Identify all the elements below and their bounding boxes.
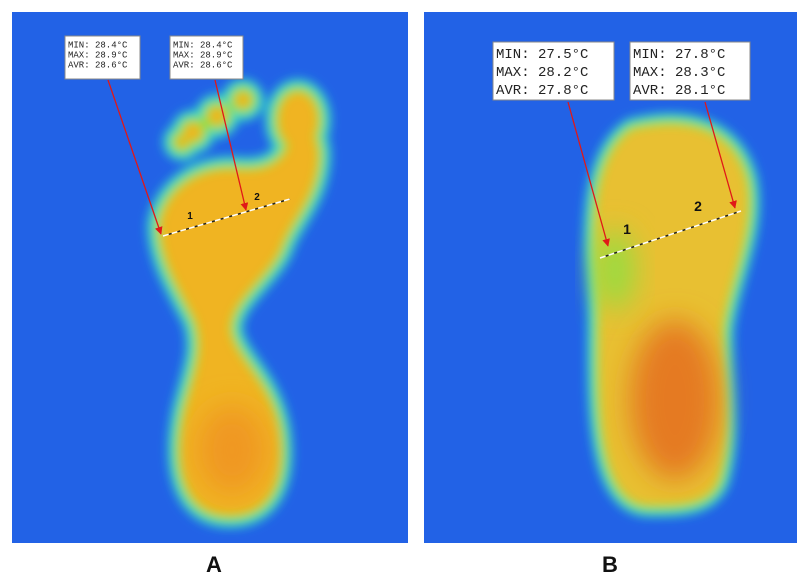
panel-caption: A bbox=[206, 552, 222, 574]
reading-box bbox=[629, 41, 751, 101]
reading-line: MIN: 28.4°C bbox=[173, 41, 233, 51]
reading-box bbox=[169, 35, 244, 80]
reading-line: MAX: 28.3°C bbox=[633, 65, 725, 81]
measure-line bbox=[162, 198, 291, 237]
point-label: 1 bbox=[187, 211, 193, 222]
reading-line: AVR: 27.8°C bbox=[496, 83, 588, 99]
measure-line bbox=[599, 210, 742, 259]
arrow bbox=[567, 101, 610, 247]
reading-line: MAX: 28.9°C bbox=[173, 51, 233, 61]
reading-line: MAX: 28.9°C bbox=[68, 51, 128, 61]
measure-line-dark bbox=[599, 210, 742, 259]
arrow bbox=[214, 79, 249, 211]
point-label: 2 bbox=[694, 198, 702, 214]
reading-box bbox=[64, 35, 141, 80]
reading-line: MIN: 27.5°C bbox=[496, 47, 588, 63]
reading-line: AVR: 28.6°C bbox=[68, 61, 128, 71]
reading-line: MIN: 27.8°C bbox=[633, 47, 725, 63]
panel-caption: B bbox=[602, 552, 618, 574]
arrow bbox=[704, 101, 737, 209]
reading-line: AVR: 28.6°C bbox=[173, 61, 233, 71]
point-label: 1 bbox=[623, 221, 631, 237]
reading-line: MIN: 28.4°C bbox=[68, 41, 128, 51]
thermal-image-a bbox=[12, 12, 408, 543]
reading-line: MAX: 28.2°C bbox=[496, 65, 588, 81]
arrow bbox=[107, 79, 163, 235]
reading-line: AVR: 28.1°C bbox=[633, 83, 725, 99]
point-label: 2 bbox=[254, 192, 260, 203]
reading-box bbox=[492, 41, 615, 101]
